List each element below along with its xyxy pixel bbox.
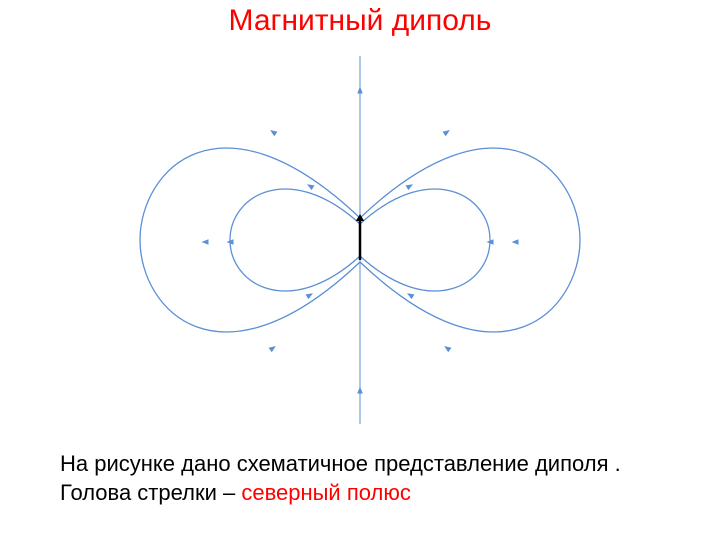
- caption-part2-accent: северный полюс: [241, 480, 411, 505]
- slide-title: Магнитный диполь: [0, 4, 720, 38]
- dipole-field-svg: [200, 50, 520, 430]
- caption-text: На рисунке дано схематичное представлени…: [60, 450, 680, 507]
- slide: Магнитный диполь На рисунке дано схемати…: [0, 0, 720, 540]
- dipole-diagram: [200, 50, 520, 430]
